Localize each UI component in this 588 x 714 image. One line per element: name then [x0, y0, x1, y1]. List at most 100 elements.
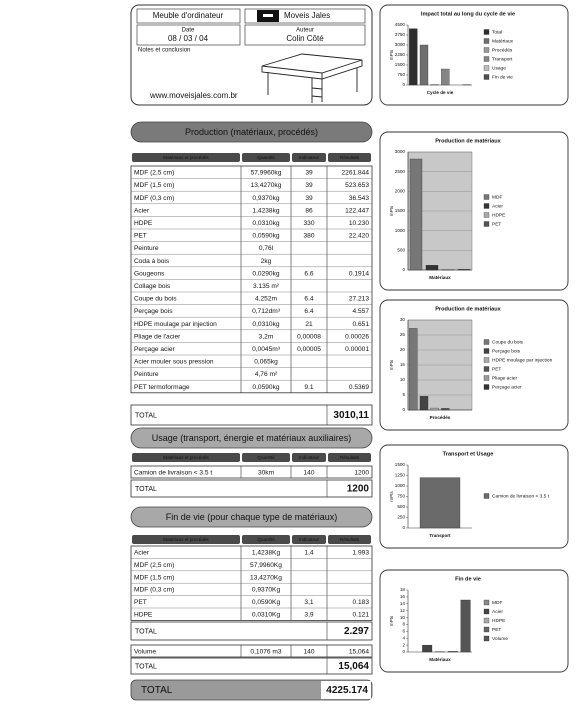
table-cell: MDF (2,5 cm): [134, 170, 174, 177]
legend-label: Volume: [492, 636, 508, 642]
table-cell: 6.6: [304, 270, 313, 277]
table-cell: Camion de livraison < 3.5 t: [134, 469, 212, 476]
table-cell: 13,4270Kg: [250, 574, 282, 581]
chart-title: Fin de vie: [455, 576, 481, 582]
x-axis-label: Matériaux: [429, 657, 451, 662]
legend-swatch: [484, 376, 489, 381]
table-cell: 0,0590kg: [252, 384, 279, 391]
author-value: Colin Côté: [286, 34, 324, 43]
legend-swatch: [484, 57, 489, 62]
table-cell: 57,9960Kg: [250, 562, 282, 569]
y-tick-label: 0: [402, 525, 405, 530]
column-header-text: Quantité: [257, 537, 275, 542]
y-tick-label: 2250: [395, 52, 406, 57]
table-cell: Pliage de l'acier: [134, 333, 181, 340]
table-cell: Acier: [134, 207, 150, 214]
date-value: 08 / 03 / 04: [168, 34, 209, 43]
bar: [420, 45, 428, 85]
bar: [431, 408, 439, 410]
table-cell: MDF (2,5 cm): [134, 562, 174, 569]
legend-swatch: [484, 30, 489, 35]
legend-swatch: [484, 618, 489, 623]
y-tick-label: 750: [397, 494, 405, 499]
total-row: [131, 480, 372, 497]
bar: [409, 29, 417, 85]
column-header-text: Indicateur: [299, 537, 320, 542]
y-tick-label: 1500: [395, 462, 406, 467]
legend-swatch: [484, 48, 489, 53]
table-cell: 0,065kg: [254, 359, 278, 366]
table-cell: PET: [134, 233, 147, 240]
table-cell: 380: [303, 233, 314, 240]
table-cell: PET termoformage: [134, 384, 190, 391]
table-cell: Collage bois: [134, 283, 171, 290]
table-cell: Volume: [134, 648, 156, 655]
column-header-text: Indicateur: [299, 155, 320, 160]
total-value: 2.297: [344, 626, 369, 637]
y-axis-label: mPts: [389, 205, 394, 216]
table-cell: Perçage bois: [134, 308, 173, 315]
table-cell: 6.4: [304, 296, 313, 303]
table-cell: 1,4238kg: [252, 207, 279, 214]
table-cell: Acier: [134, 549, 150, 556]
table-cell: 39: [305, 182, 313, 189]
table-cell: 0,712dm³: [252, 308, 281, 315]
table-cell: Gougeons: [134, 270, 165, 277]
y-axis-label: mPts: [389, 491, 394, 502]
y-tick-label: 15: [400, 362, 406, 367]
y-tick-label: 12: [400, 608, 406, 613]
section-title: Usage (transport, énergie et matériaux a…: [152, 433, 352, 443]
y-tick-label: 500: [397, 248, 405, 253]
legend-label: MDF: [492, 600, 502, 606]
legend-label: Transport: [492, 56, 513, 62]
table-cell: 30km: [258, 469, 275, 476]
y-tick-label: 5: [402, 392, 405, 397]
table-cell: 0,0310Kg: [252, 611, 281, 618]
y-tick-label: 10: [400, 615, 406, 620]
y-tick-label: 14: [400, 601, 406, 606]
table-cell: 15,064: [349, 648, 370, 655]
table-cell: 21: [305, 321, 313, 328]
y-tick-label: 3000: [395, 149, 406, 154]
legend-label: Fin de vie: [492, 74, 513, 80]
total-row: [131, 658, 372, 674]
y-axis-label: mPts: [389, 615, 394, 626]
table-cell: HDPE: [134, 220, 153, 227]
total-value: 15,064: [338, 661, 369, 672]
y-tick-label: 16: [400, 594, 406, 599]
grand-total-value: 4225.174: [326, 685, 368, 696]
legend-swatch: [484, 494, 489, 499]
total-label: TOTAL: [135, 628, 157, 635]
y-tick-label: 3750: [395, 32, 406, 37]
legend-label: Perçage acier: [492, 384, 522, 390]
table-cell: 36.543: [349, 195, 370, 202]
table-cell: 523.653: [345, 182, 369, 189]
bar: [409, 328, 417, 410]
table-cell: MDF (1,5 cm): [134, 574, 174, 581]
table-cell: MDF (0,3 cm): [134, 587, 174, 594]
y-tick-label: 0: [402, 649, 405, 654]
y-tick-label: 4: [402, 635, 405, 640]
legend-label: Usage: [492, 65, 506, 71]
y-tick-label: 1250: [395, 473, 406, 478]
legend-label: Matériaux: [492, 38, 514, 44]
total-row: [131, 622, 372, 640]
table-cell: 0.5369: [349, 384, 370, 391]
table-cell: 0,0310kg: [252, 220, 279, 227]
chart-title: Production de matériaux: [435, 138, 501, 144]
legend-label: Pliage acier: [492, 375, 517, 381]
table-cell: 2261.844: [341, 170, 369, 177]
table-cell: PET: [134, 599, 147, 606]
table-cell: 39: [305, 170, 313, 177]
table-cell: 140: [303, 469, 314, 476]
chart-title: Production de matériaux: [435, 306, 501, 312]
bar: [422, 645, 432, 652]
y-tick-label: 750: [397, 72, 405, 77]
column-header-text: Matériaux et procédés: [163, 455, 209, 460]
legend-label: Acier: [492, 203, 503, 209]
legend-label: PET: [492, 221, 501, 227]
author-label: Auteur: [296, 28, 314, 34]
notes-label: Notes et conclusion: [138, 48, 190, 54]
legend-label: MDF: [492, 194, 502, 200]
